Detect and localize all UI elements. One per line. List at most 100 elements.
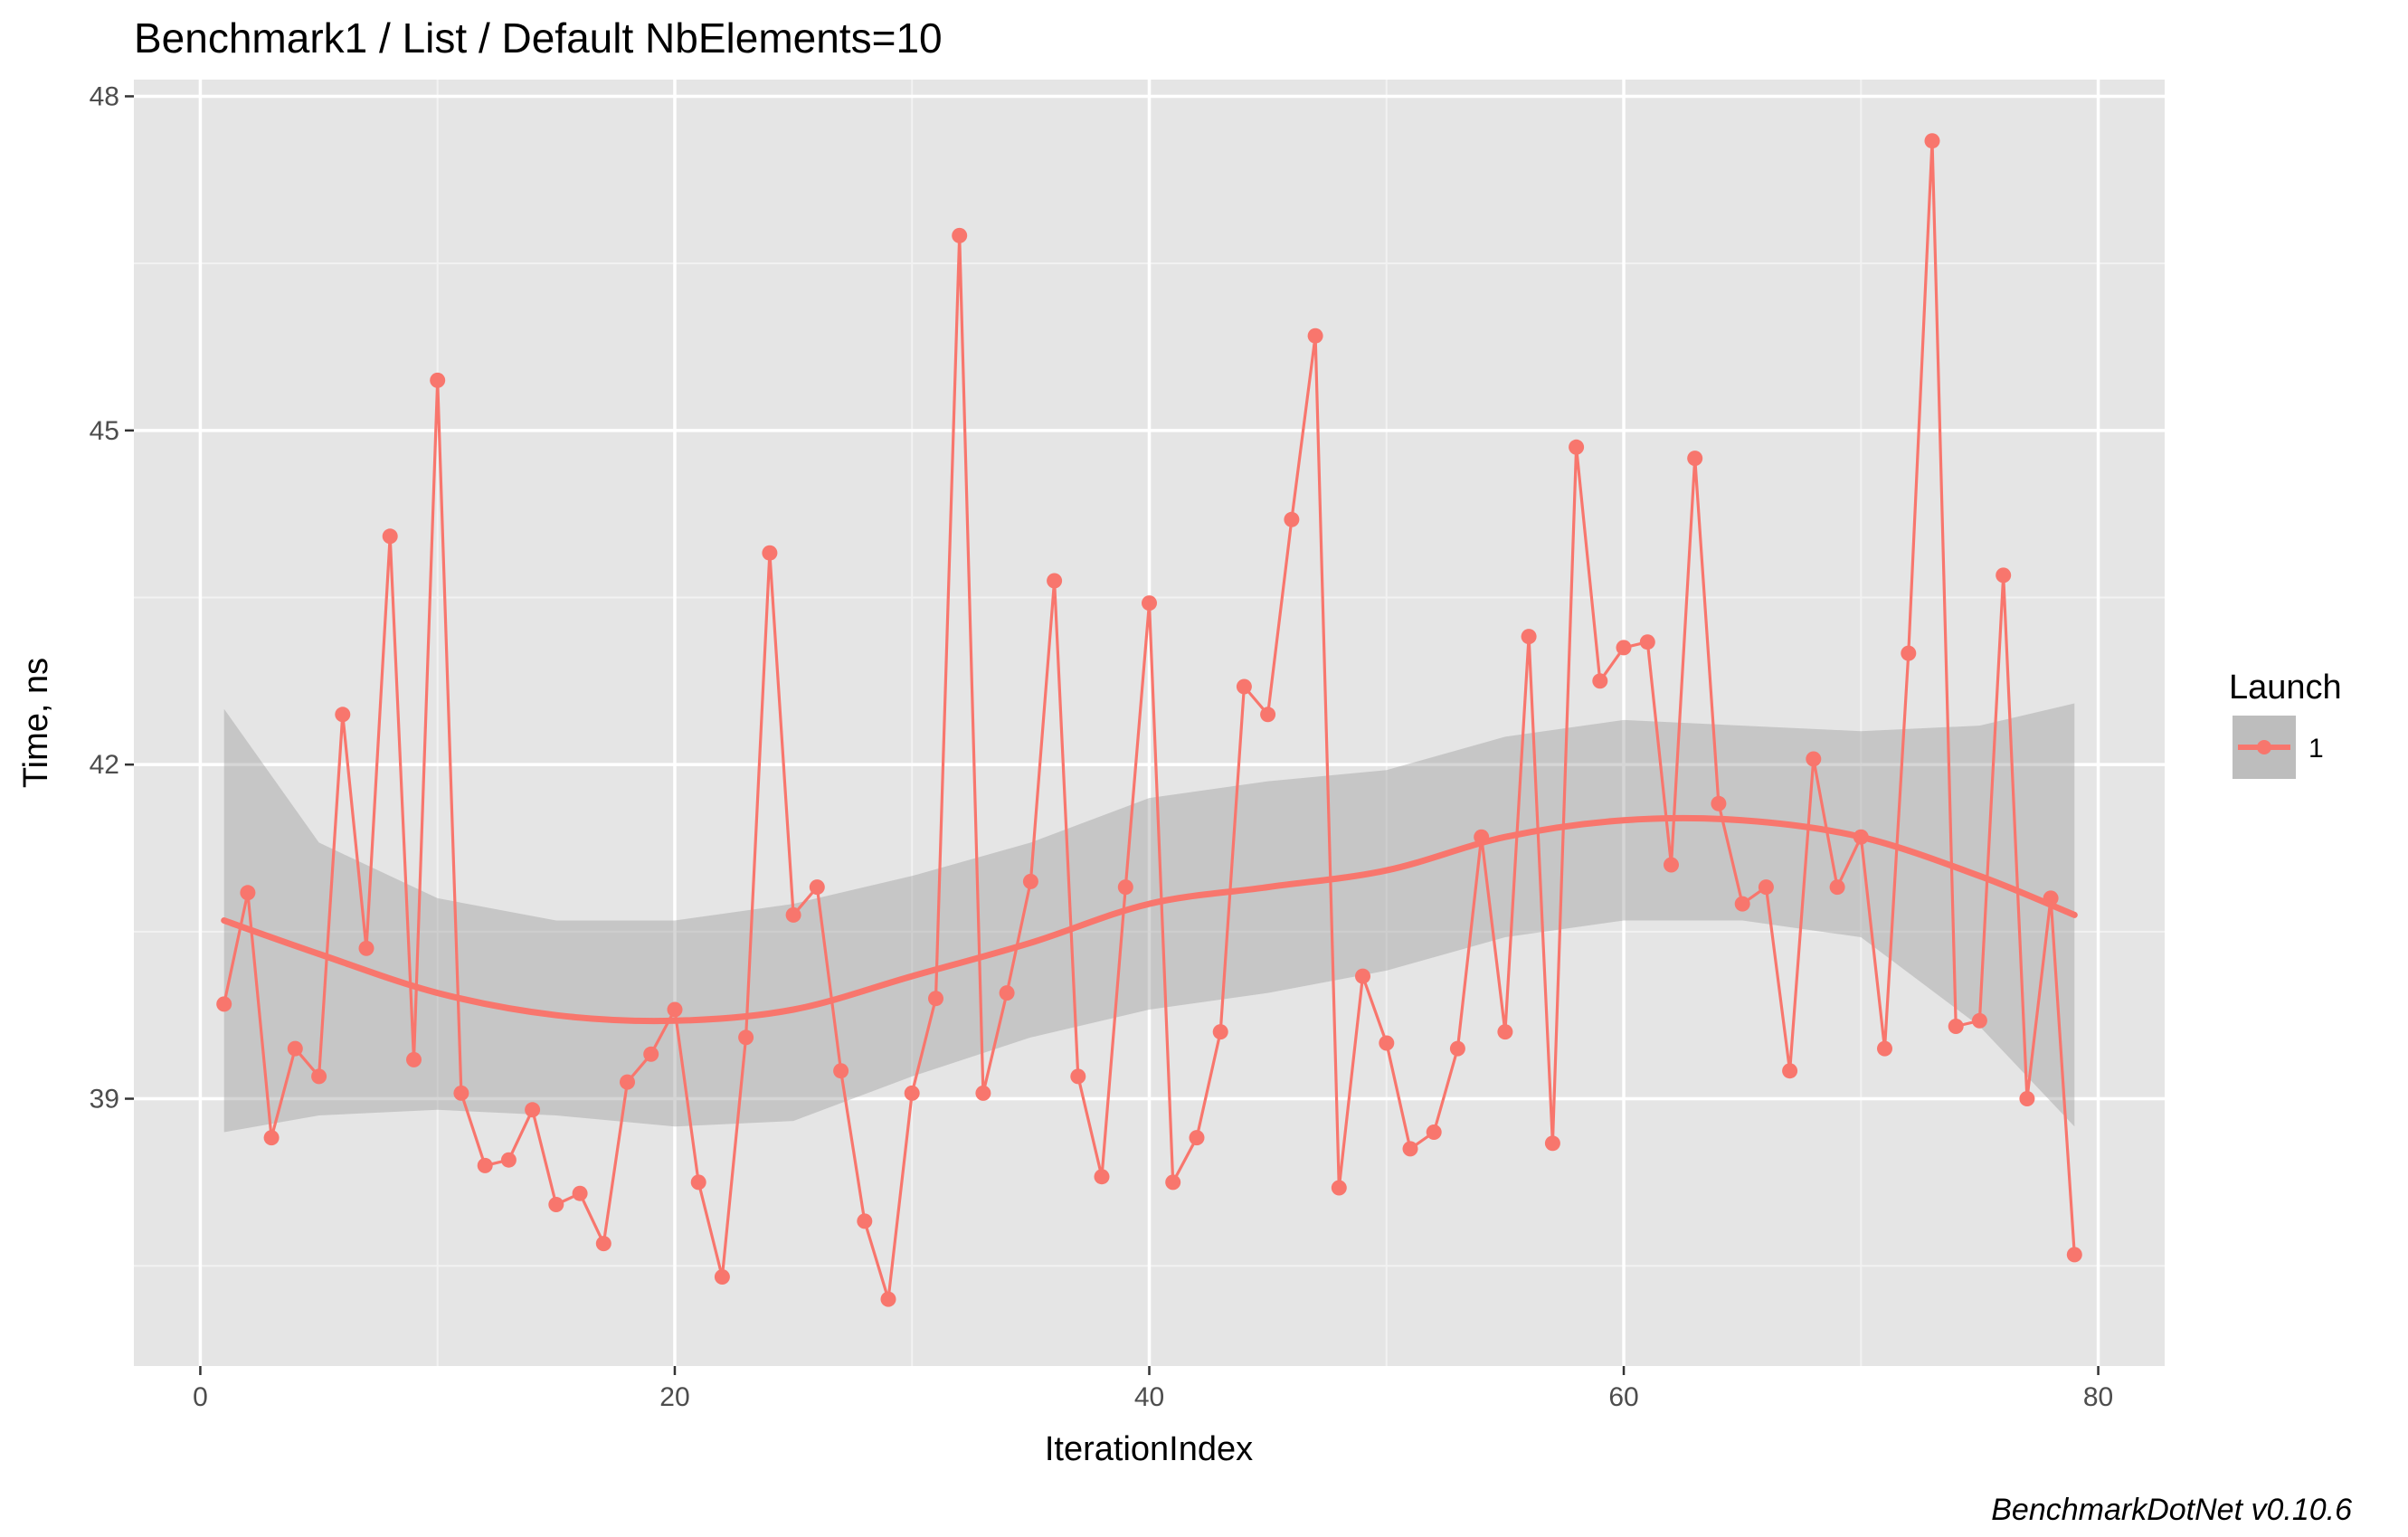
y-tick-label: 39: [90, 1085, 119, 1115]
x-tick-label: 20: [659, 1382, 689, 1412]
data-point: [1260, 707, 1276, 723]
data-point: [833, 1063, 849, 1079]
data-point: [857, 1213, 873, 1229]
data-point: [1426, 1124, 1442, 1140]
data-point: [714, 1269, 730, 1285]
chart-title: Benchmark1 / List / Default NbElements=1…: [134, 14, 943, 62]
data-point: [430, 372, 446, 388]
data-point: [667, 1001, 683, 1018]
data-point: [1948, 1019, 1964, 1034]
x-tick-label: 0: [193, 1382, 208, 1412]
series-layer: [216, 133, 2082, 1307]
data-point: [572, 1185, 588, 1201]
legend: Launch 1: [2229, 669, 2342, 779]
data-point: [1331, 1180, 1347, 1196]
data-point: [1379, 1035, 1395, 1051]
x-tick-label: 40: [1134, 1382, 1164, 1412]
x-tick-label: 80: [2083, 1382, 2113, 1412]
data-point: [1996, 567, 2012, 583]
data-point: [2066, 1247, 2082, 1263]
data-point: [1142, 595, 1157, 612]
data-point: [477, 1157, 493, 1173]
data-point: [1734, 896, 1750, 912]
data-point: [500, 1152, 517, 1168]
smooth-trend-line: [221, 814, 2078, 1025]
data-point: [311, 1068, 327, 1085]
smooth-layer: [221, 814, 2078, 1025]
data-point: [1877, 1040, 1892, 1057]
x-tick-label: 60: [1608, 1382, 1638, 1412]
data-point: [1022, 873, 1038, 889]
data-point: [1307, 327, 1323, 344]
legend-title: Launch: [2229, 669, 2342, 707]
data-point: [809, 879, 825, 896]
data-point: [690, 1174, 706, 1191]
data-point: [1189, 1130, 1205, 1146]
data-point: [1497, 1024, 1513, 1040]
caption: BenchmarkDotNet v0.10.6: [1991, 1493, 2352, 1527]
data-point: [1544, 1135, 1560, 1152]
data-point: [785, 906, 801, 923]
data-point: [1829, 879, 1845, 896]
data-point: [1449, 1040, 1465, 1057]
data-point: [1782, 1063, 1798, 1079]
data-point: [1806, 751, 1822, 767]
data-point: [263, 1130, 280, 1146]
data-point: [1355, 968, 1370, 984]
data-point: [1569, 439, 1585, 455]
data-point: [335, 707, 351, 723]
data-point: [1117, 879, 1133, 896]
data-point: [1639, 634, 1655, 650]
data-point: [880, 1291, 896, 1307]
data-point: [904, 1085, 920, 1101]
legend-label-1: 1: [2308, 734, 2324, 764]
data-point: [216, 996, 232, 1012]
data-point: [358, 940, 374, 956]
data-point: [1711, 795, 1727, 811]
data-point: [1236, 678, 1252, 695]
data-point: [287, 1040, 303, 1057]
data-point: [1664, 857, 1679, 873]
data-point: [525, 1102, 541, 1118]
legend-key-point: [2257, 740, 2271, 754]
data-point: [1758, 879, 1774, 896]
data-point: [1971, 1012, 1987, 1029]
data-point: [1094, 1169, 1110, 1185]
confidence-band-area: [223, 703, 2075, 1133]
data-point: [548, 1197, 564, 1212]
data-point: [738, 1029, 754, 1046]
data-point: [595, 1236, 611, 1252]
y-tick-label: 48: [90, 81, 119, 111]
y-tick-label: 42: [90, 750, 119, 780]
y-axis-title: Time, ns: [17, 658, 55, 788]
data-point: [1687, 451, 1703, 467]
data-point: [999, 985, 1015, 1001]
data-point: [975, 1085, 991, 1101]
data-point: [1592, 673, 1608, 689]
data-point: [1616, 640, 1632, 656]
data-point: [762, 545, 778, 561]
data-point: [1901, 645, 1917, 661]
grid-lines: [134, 80, 2165, 1366]
data-point: [1212, 1024, 1228, 1040]
data-point: [1521, 629, 1537, 645]
x-axis-title: IterationIndex: [1045, 1430, 1253, 1468]
data-point: [643, 1046, 659, 1062]
data-point: [1924, 133, 1940, 149]
data-point: [620, 1074, 635, 1090]
data-point: [2019, 1091, 2035, 1106]
data-point: [1047, 573, 1063, 589]
data-point: [952, 227, 968, 243]
data-point: [1284, 511, 1300, 527]
confidence-band: [223, 703, 2075, 1133]
data-point: [1165, 1174, 1181, 1191]
data-point: [382, 528, 398, 545]
data-point: [453, 1085, 469, 1101]
y-tick-label: 45: [90, 416, 119, 446]
data-point: [406, 1051, 422, 1067]
data-point: [1070, 1068, 1086, 1085]
data-point: [1402, 1141, 1418, 1157]
data-point: [240, 885, 256, 901]
axes: 0 20 40 60 80 39 42 45 48: [90, 81, 2114, 1412]
